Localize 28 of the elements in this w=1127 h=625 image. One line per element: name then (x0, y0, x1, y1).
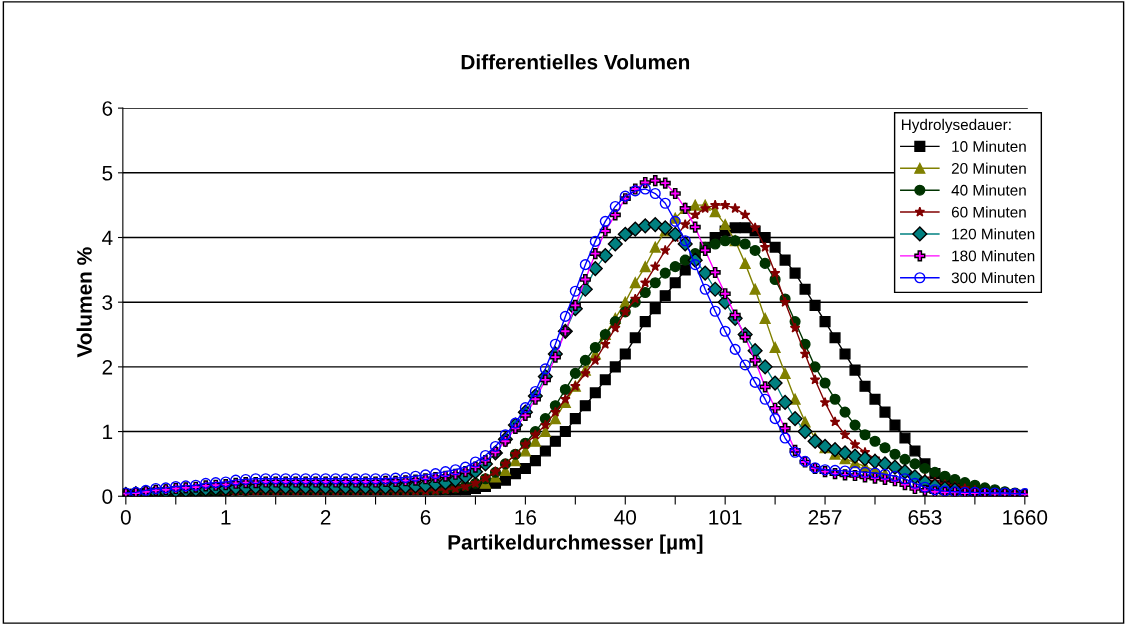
x-tick-label: 1660 (1003, 509, 1048, 525)
y-tick-label: 5 (102, 166, 113, 181)
legend-label: 120 Minuten (952, 228, 1035, 240)
x-tick-label: 16 (515, 509, 537, 525)
x-tick-label: 0 (120, 509, 131, 525)
legend-label: 20 Minuten (951, 162, 1026, 174)
y-tick-label: 2 (102, 359, 113, 375)
x-tick-label: 6 (420, 509, 431, 525)
x-tick-label: 101 (709, 509, 742, 525)
y-tick-label: 0 (102, 489, 113, 504)
x-axis-title: Partikeldurchmesser [µm] (448, 534, 703, 554)
x-tick-label: 1 (221, 510, 231, 525)
y-tick-label: 6 (102, 101, 113, 116)
legend-label: 40 Minuten (951, 184, 1026, 196)
x-tick-label: 653 (908, 509, 942, 525)
legend-label: 10 Minuten (952, 140, 1026, 152)
legend-label: 300 Minuten (951, 271, 1035, 284)
y-tick-label: 4 (102, 230, 113, 246)
y-axis-title: Volumen % (76, 247, 92, 358)
x-tick-label: 40 (614, 509, 637, 525)
x-tick-label: 257 (808, 509, 842, 525)
legend-label: 60 Minuten (951, 206, 1026, 218)
legend-title: Hydrolysedauer: (901, 118, 1011, 134)
legend-label: 180 Minuten (952, 250, 1035, 262)
chart-title: Differentielles Volumen (461, 54, 690, 70)
y-tick-label: 3 (102, 295, 113, 310)
x-tick-label: 2 (320, 509, 331, 525)
y-tick-label: 1 (103, 424, 113, 440)
